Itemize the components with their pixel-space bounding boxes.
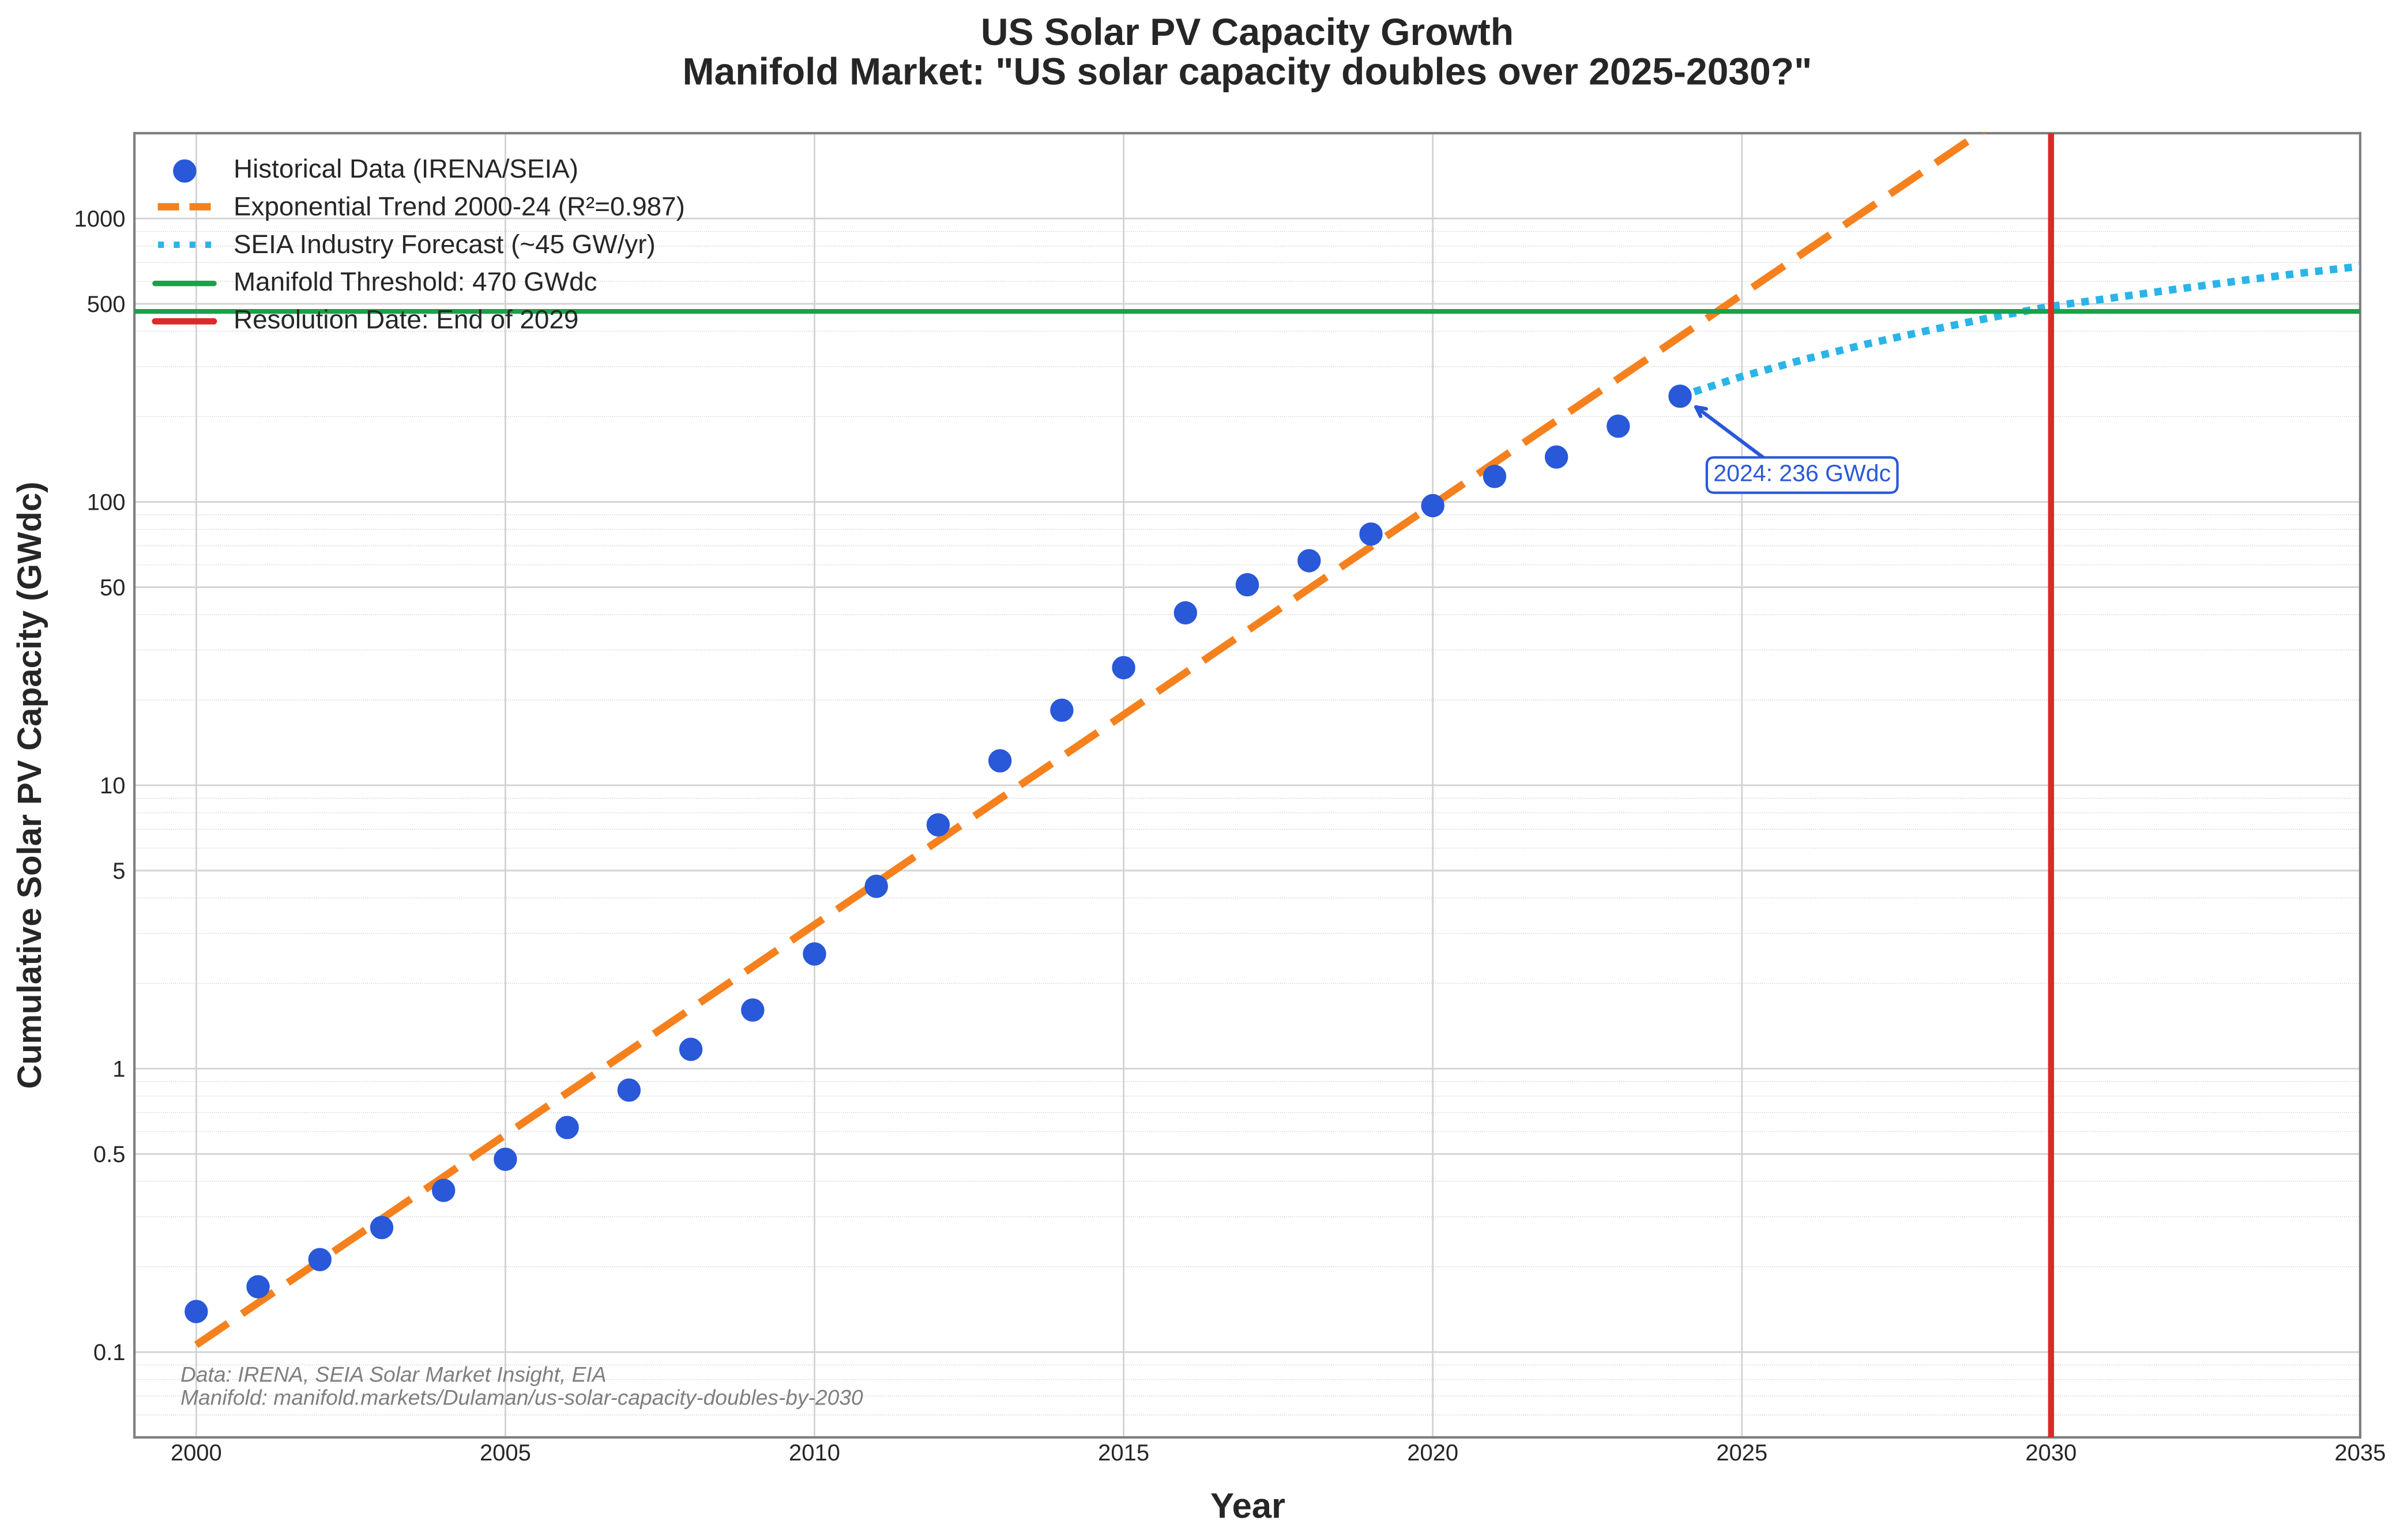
svg-text:2020: 2020 (1407, 1440, 1458, 1466)
svg-text:Exponential Trend 2000-24 (R²=: Exponential Trend 2000-24 (R²=0.987) (234, 192, 685, 221)
svg-text:5: 5 (112, 859, 125, 884)
svg-text:Data: IRENA, SEIA Solar Market: Data: IRENA, SEIA Solar Market Insight, … (180, 1362, 607, 1387)
svg-text:Historical Data (IRENA/SEIA): Historical Data (IRENA/SEIA) (234, 154, 578, 183)
svg-text:0.5: 0.5 (93, 1142, 126, 1167)
svg-text:100: 100 (87, 490, 126, 515)
svg-text:10: 10 (100, 773, 125, 799)
svg-text:Resolution Date: End of 2029: Resolution Date: End of 2029 (234, 304, 578, 334)
svg-text:2005: 2005 (480, 1440, 531, 1466)
svg-text:Year: Year (1210, 1486, 1285, 1526)
svg-text:2010: 2010 (789, 1440, 840, 1466)
svg-text:1: 1 (112, 1057, 125, 1082)
svg-text:2035: 2035 (2335, 1440, 2386, 1466)
svg-text:50: 50 (100, 575, 125, 600)
svg-text:Manifold Threshold: 470 GWdc: Manifold Threshold: 470 GWdc (234, 267, 597, 296)
svg-text:0.1: 0.1 (93, 1340, 126, 1365)
svg-text:SEIA Industry Forecast (~45 GW: SEIA Industry Forecast (~45 GW/yr) (234, 229, 656, 259)
svg-text:2030: 2030 (2025, 1440, 2076, 1466)
svg-text:1000: 1000 (74, 206, 126, 232)
svg-text:Cumulative Solar PV Capacity (: Cumulative Solar PV Capacity (GWdc) (11, 481, 48, 1089)
svg-text:500: 500 (87, 292, 126, 317)
svg-text:US Solar PV Capacity Growth: US Solar PV Capacity Growth (981, 10, 1514, 53)
svg-text:2015: 2015 (1098, 1440, 1149, 1466)
svg-text:2000: 2000 (171, 1440, 222, 1466)
svg-text:2024: 236 GWdc: 2024: 236 GWdc (1713, 460, 1891, 487)
svg-text:Manifold: manifold.markets/Dul: Manifold: manifold.markets/Dulaman/us-so… (180, 1385, 863, 1410)
svg-text:2025: 2025 (1716, 1440, 1767, 1466)
svg-text:Manifold Market: "US solar cap: Manifold Market: "US solar capacity doub… (683, 50, 1812, 93)
